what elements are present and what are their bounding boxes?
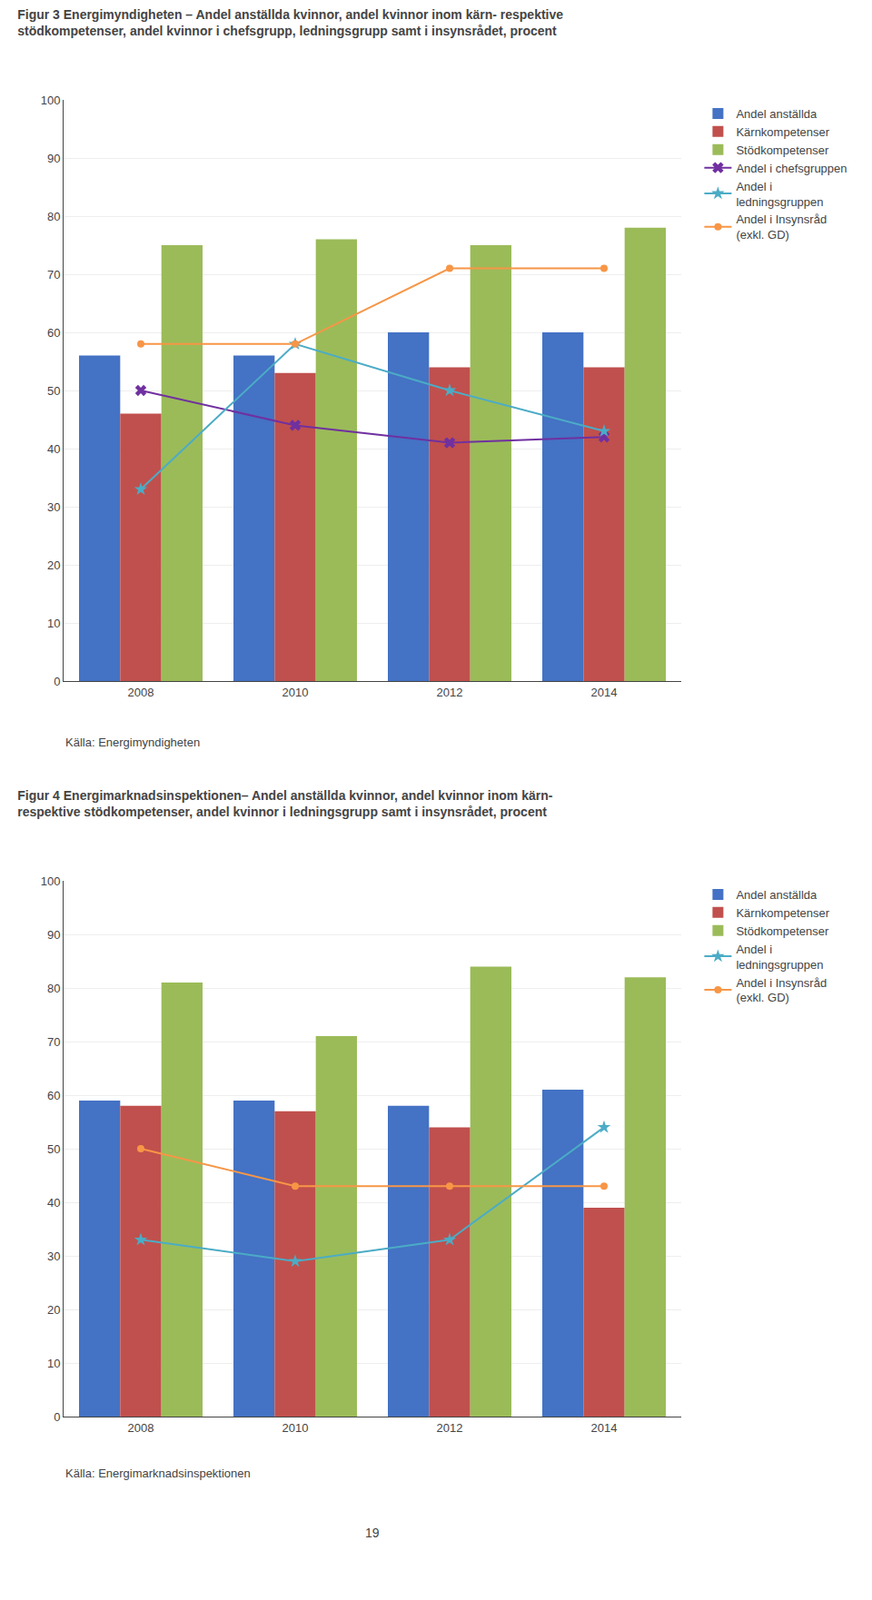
svg-text:100: 100	[40, 874, 61, 889]
svg-text:Figur 4 Energimarknadsinspekti: Figur 4 Energimarknadsinspektionen– Ande…	[17, 788, 554, 820]
svg-text:Andel i Insynsråd(exkl. GD): Andel i Insynsråd(exkl. GD)	[735, 976, 827, 1006]
svg-text:Kärnkompetenser: Kärnkompetenser	[735, 125, 830, 139]
svg-text:Stödkompetenser: Stödkompetenser	[735, 924, 830, 939]
svg-text:2010: 2010	[282, 1421, 309, 1436]
svg-text:Andel iledningsgruppen: Andel iledningsgruppen	[735, 942, 823, 972]
svg-text:50: 50	[47, 1142, 60, 1157]
svg-text:Andel iledningsgruppen: Andel iledningsgruppen	[735, 179, 823, 209]
svg-text:30: 30	[47, 500, 60, 515]
svg-text:Källa: Energimyndigheten: Källa: Energimyndigheten	[65, 735, 200, 750]
svg-text:20: 20	[47, 558, 60, 573]
svg-text:Andel i Insynsråd(exkl. GD): Andel i Insynsråd(exkl. GD)	[735, 212, 827, 242]
svg-text:2012: 2012	[436, 1421, 464, 1436]
svg-text:2008: 2008	[128, 1421, 155, 1436]
svg-text:2008: 2008	[128, 685, 155, 700]
svg-text:80: 80	[47, 209, 60, 224]
svg-text:2014: 2014	[591, 685, 618, 700]
svg-text:50: 50	[47, 384, 60, 398]
svg-text:Kärnkompetenser: Kärnkompetenser	[735, 906, 830, 921]
svg-text:Andel anställda: Andel anställda	[735, 107, 818, 121]
svg-text:Andel anställda: Andel anställda	[735, 888, 818, 902]
svg-text:0: 0	[53, 674, 60, 689]
svg-text:10: 10	[47, 1357, 60, 1371]
svg-text:0: 0	[53, 1410, 60, 1425]
svg-text:Stödkompetenser: Stödkompetenser	[735, 143, 830, 158]
svg-text:2014: 2014	[591, 1421, 618, 1436]
svg-text:19: 19	[365, 1526, 380, 1541]
svg-text:30: 30	[47, 1249, 60, 1264]
svg-text:90: 90	[47, 151, 60, 166]
svg-text:70: 70	[47, 267, 60, 282]
svg-text:70: 70	[47, 1035, 60, 1050]
svg-text:2010: 2010	[282, 685, 309, 700]
svg-text:20: 20	[47, 1303, 60, 1318]
svg-text:60: 60	[47, 1089, 60, 1103]
svg-text:90: 90	[47, 928, 60, 942]
svg-text:40: 40	[47, 1196, 60, 1210]
svg-text:Andel i chefsgruppen: Andel i chefsgruppen	[735, 161, 847, 176]
svg-text:Figur 3 Energimyndigheten – An: Figur 3 Energimyndigheten – Andel anstäl…	[17, 7, 564, 39]
svg-text:80: 80	[47, 981, 60, 996]
svg-text:40: 40	[47, 442, 60, 456]
svg-text:2012: 2012	[436, 685, 464, 700]
svg-text:60: 60	[47, 326, 60, 340]
svg-text:Källa: Energimarknadsinspektio: Källa: Energimarknadsinspektionen	[65, 1466, 251, 1481]
svg-text:10: 10	[47, 616, 60, 631]
svg-text:100: 100	[40, 93, 61, 108]
